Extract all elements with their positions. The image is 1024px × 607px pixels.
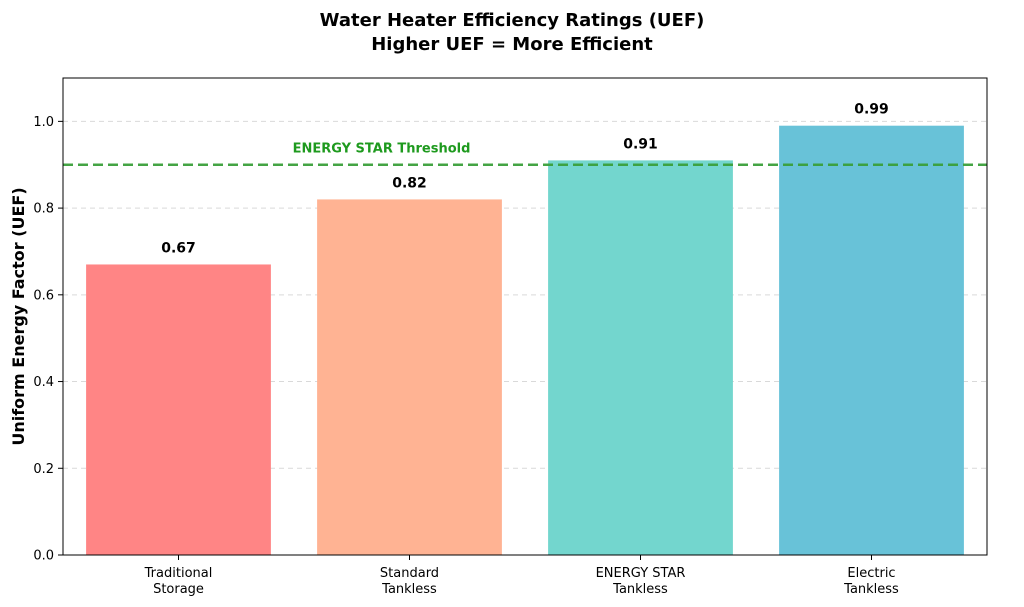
bar [779, 125, 964, 555]
x-axis: TraditionalStorageStandardTanklessENERGY… [144, 555, 899, 597]
bars [86, 125, 964, 555]
y-axis-label: Uniform Energy Factor (UEF) [9, 187, 28, 445]
y-tick-label: 0.0 [33, 549, 54, 564]
chart-title-line-1: Water Heater Efficiency Ratings (UEF) [320, 10, 705, 31]
threshold-overlay: ENERGY STAR Threshold [63, 142, 987, 166]
chart-title-line-2: Higher UEF = More Efficient [371, 34, 653, 55]
x-tick-label: ENERGY STAR [596, 566, 686, 581]
y-tick-label: 0.8 [33, 202, 54, 217]
y-axis: 0.0 0.2 0.4 0.6 0.8 1.0 [33, 115, 63, 564]
y-tick-label: 0.2 [33, 462, 54, 477]
bar [317, 199, 502, 555]
bar-value-label: 0.82 [392, 175, 427, 191]
x-tick-label: Traditional [144, 566, 213, 581]
x-tick-label: Electric [847, 566, 895, 581]
x-tick-label: Storage [153, 582, 204, 597]
x-tick-label: Tankless [612, 582, 668, 597]
bar-value-label: 0.91 [623, 136, 658, 152]
bar [548, 160, 733, 555]
x-tick-label: Standard [380, 566, 439, 581]
y-tick-label: 1.0 [33, 115, 54, 130]
y-tick-label: 0.4 [33, 375, 54, 390]
bar-value-label: 0.99 [854, 102, 889, 118]
y-tick-label: 0.6 [33, 288, 54, 303]
threshold-label: ENERGY STAR Threshold [293, 142, 471, 157]
plot-frame [62, 77, 988, 556]
x-tick-label: Tankless [843, 582, 899, 597]
value-labels: 0.67 0.82 0.91 0.99 [161, 102, 889, 257]
bar-value-label: 0.67 [161, 240, 196, 256]
x-tick-label: Tankless [381, 582, 437, 597]
bar [86, 264, 271, 555]
